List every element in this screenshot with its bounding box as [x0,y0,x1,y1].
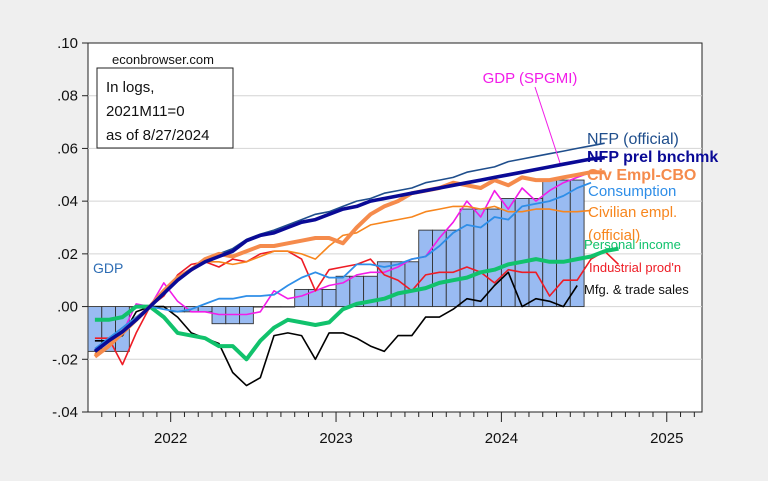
series-label-consumption: Consumption [588,183,676,200]
y-tick-label: -.02 [52,351,78,368]
x-axis: 2022 2023 2024 2025 [101,412,695,447]
series-label--official: (official) [588,227,640,244]
series-line-nfp-prel-bnchmk [93,155,605,353]
gdp-bar [418,229,433,308]
gdp-bar [252,306,268,308]
series-label-gdp-spgmi: GDP (SPGMI) [483,70,578,87]
series-lines [93,142,620,387]
series-label-nfp-official: NFP (official) [587,131,679,148]
source-note: econbrowser.com [112,52,214,67]
series-label-personal-income: Personal income [584,237,681,252]
series-label-gdp: GDP [93,260,123,276]
gdp-bar [321,288,337,308]
y-tick-label: .06 [57,140,78,157]
gdp-bars [87,179,585,352]
x-tick-label: 2023 [319,430,352,447]
y-tick-label: .00 [57,299,78,316]
series-label-mfg-trade-sales: Mfg. & trade sales [584,282,689,297]
x-tick-label: 2024 [485,430,518,447]
annotation-line-2: 2021M11=0 [106,103,185,120]
gdp-bar [459,208,475,308]
annotation-line-1: In logs, [106,79,154,96]
y-tick-label: -.04 [52,404,78,421]
series-line-mfg-trade-sales [94,271,578,387]
x-tick-label: 2025 [650,430,683,447]
y-tick-label: .08 [57,88,78,105]
gdp-spgmi-pointer [534,86,561,164]
gdp-bar [266,306,282,308]
series-label-nfp-prel-bnchmk: NFP prel bnchmk [587,149,718,166]
series-line-personal-income [94,246,619,362]
series-line-consumption [94,181,592,350]
gdp-bar [569,179,585,308]
annotation-line-3: as of 8/27/2024 [106,127,209,144]
y-tick-label: .02 [57,246,78,263]
x-tick-label: 2022 [154,430,187,447]
y-tick-label: .10 [57,35,78,52]
series-label-civilian-empl: Civilian empl. [588,204,677,221]
series-line-gdp-spgmi- [94,171,592,350]
gdp-bar [294,288,309,308]
y-axis: .10 .08 .06 .04 .02 .00 -.02 -.04 [52,35,88,421]
gdp-bar [514,198,530,308]
gdp-bar [556,179,571,308]
gdp-bar [445,229,461,308]
y-tick-label: .04 [57,193,78,210]
annotation-box [96,67,234,149]
series-label-civ-empl-cbo: Civ Empl-CBO [587,167,696,184]
series-label-industrial-prod-n: Industrial prod'n [589,260,681,275]
gdp-bar [528,198,544,308]
gdp-bar [280,306,296,308]
